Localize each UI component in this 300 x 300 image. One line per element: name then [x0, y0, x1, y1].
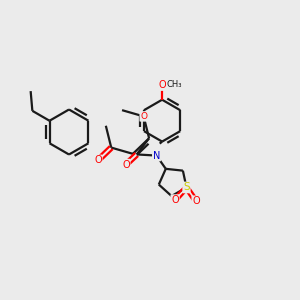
Text: CH₃: CH₃: [167, 80, 182, 89]
Text: N: N: [153, 151, 160, 160]
Text: O: O: [140, 112, 147, 121]
Text: O: O: [171, 195, 179, 205]
Text: O: O: [94, 155, 102, 165]
Text: O: O: [158, 80, 166, 90]
Text: O: O: [192, 196, 200, 206]
Text: O: O: [122, 160, 130, 170]
Text: S: S: [183, 182, 190, 192]
